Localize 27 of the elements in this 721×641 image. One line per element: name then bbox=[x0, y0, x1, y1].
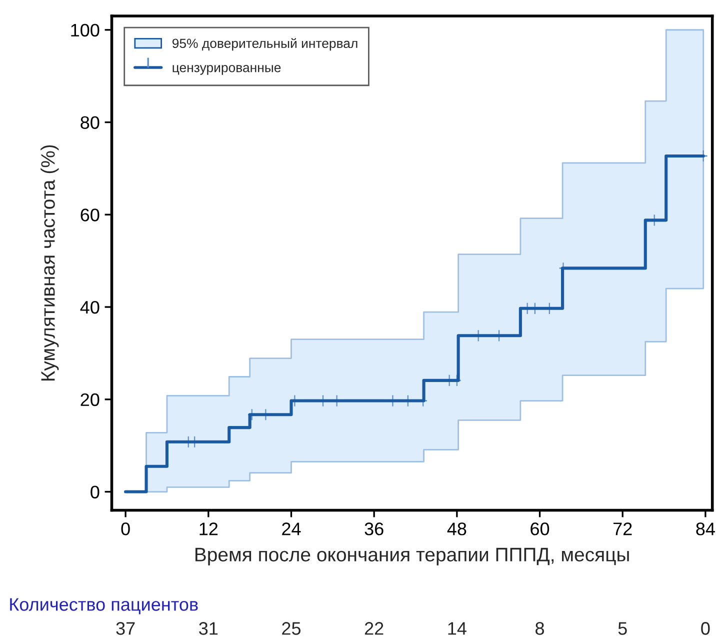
text: 0 bbox=[701, 622, 710, 635]
y-tick-label: 80 bbox=[80, 116, 100, 129]
text: 25 bbox=[282, 622, 301, 635]
text: 37 bbox=[116, 622, 135, 635]
text: 14 bbox=[448, 622, 466, 635]
y-tick-label: 20 bbox=[80, 393, 100, 406]
y-tick-label: 0 bbox=[90, 486, 100, 498]
text: 31 bbox=[199, 622, 218, 635]
y-tick-label: 60 bbox=[80, 208, 100, 222]
y-axis-title: Кумулятивная частота (%) bbox=[40, 145, 59, 381]
y-tick-label: 100 bbox=[71, 24, 100, 37]
text: 5 bbox=[618, 622, 627, 635]
text: Количество пациентов bbox=[10, 598, 198, 614]
x-tick-label: 12 bbox=[200, 522, 218, 536]
x-tick-label: 0 bbox=[121, 522, 130, 536]
legend-label: 95% доверительный интервал bbox=[172, 38, 358, 51]
text: 8 bbox=[536, 622, 544, 635]
x-tick-label: 24 bbox=[282, 522, 301, 536]
x-axis-title: Время после окончания терапии ПППД, месяцы bbox=[195, 548, 629, 566]
x-tick-label: 48 bbox=[447, 522, 466, 536]
x-tick-label: 36 bbox=[364, 522, 384, 536]
text: 22 bbox=[364, 622, 384, 635]
x-tick-label: 84 bbox=[696, 522, 715, 536]
x-tick-label: 60 bbox=[530, 522, 550, 536]
x-tick-label: 72 bbox=[613, 522, 632, 536]
y-tick-label: 40 bbox=[80, 300, 100, 314]
legend-label: цензурированные bbox=[172, 64, 281, 75]
